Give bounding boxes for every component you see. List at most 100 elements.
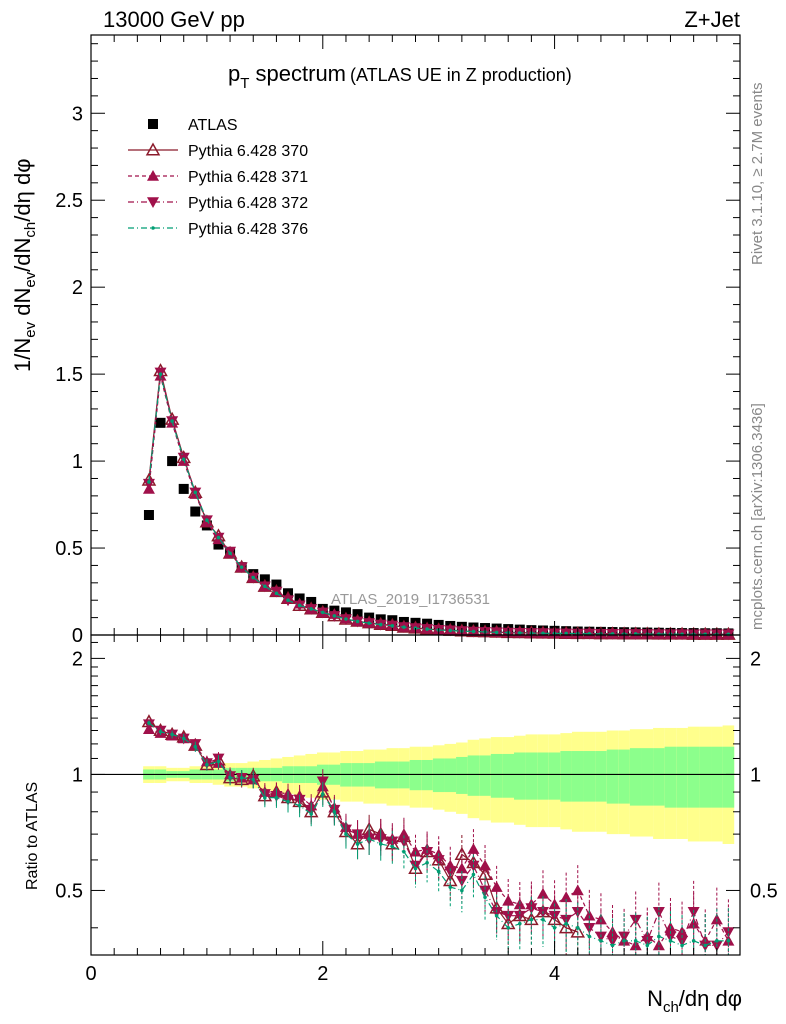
band-inner-bin <box>548 752 561 800</box>
legend-label: Pythia 6.428 376 <box>188 221 308 238</box>
ratio-ytick-label: 2 <box>72 648 83 670</box>
data-point-main <box>344 617 348 621</box>
main-ytick-label: 2 <box>72 277 83 299</box>
band-inner-bin <box>653 748 665 806</box>
series-line-ratio <box>148 722 729 947</box>
data-point-ratio <box>286 799 290 804</box>
main-ytick-label: 0 <box>72 625 83 647</box>
data-point-ratio <box>490 881 503 892</box>
data-point-ratio <box>483 895 487 900</box>
data-point-ratio <box>147 721 151 725</box>
data-point-ratio <box>594 913 607 925</box>
data-point-ratio <box>251 777 256 782</box>
data-point-ratio <box>309 812 313 816</box>
data-point-main <box>155 417 166 428</box>
data-point-ratio <box>413 866 418 871</box>
data-point-ratio <box>506 925 511 930</box>
data-point-ratio <box>436 869 441 874</box>
data-point-main <box>402 625 406 629</box>
band-inner-bin <box>571 751 584 802</box>
band-inner-bin <box>537 752 549 800</box>
data-point-ratio <box>263 795 267 800</box>
data-point-main <box>142 478 155 490</box>
data-point-main <box>494 630 499 635</box>
data-point-ratio <box>181 736 186 741</box>
data-point-main <box>263 584 267 589</box>
data-point-main <box>518 631 522 635</box>
band-inner-bin <box>629 748 642 806</box>
data-point-ratio <box>397 828 410 839</box>
legend-label: Pythia 6.428 370 <box>188 143 308 160</box>
band-inner-bin <box>618 749 630 804</box>
data-point-main <box>274 591 279 596</box>
data-point-ratio <box>479 885 492 897</box>
data-point-ratio <box>722 927 735 939</box>
title-rest: spectrum <box>249 61 346 86</box>
data-point-ratio <box>703 943 708 948</box>
legend-marker <box>147 197 159 208</box>
band-inner-bin <box>595 751 607 802</box>
y-axis-label-main: 1/Nev dNev/dNch/dη dφ <box>10 159 39 372</box>
plot-title: pT spectrum (ATLAS UE in Z production) <box>228 61 572 92</box>
xtick-label: 4 <box>549 963 560 985</box>
data-point-ratio <box>378 842 383 846</box>
legend: ATLAS Pythia 6.428 370 Pythia 6.428 371 Pyt… <box>128 117 308 238</box>
legend-marker <box>148 119 158 129</box>
data-point-ratio <box>367 837 371 841</box>
data-point-ratio <box>409 860 422 872</box>
data-point-ratio <box>571 884 584 896</box>
data-point-ratio <box>239 776 244 780</box>
data-point-ratio <box>726 939 731 943</box>
legend-label: Pythia 6.428 372 <box>188 195 308 212</box>
data-point-main <box>286 598 290 603</box>
data-point-main <box>158 372 163 376</box>
band-inner-bin <box>514 752 526 800</box>
main-ytick-label: 3 <box>72 103 83 125</box>
band-inner-bin <box>687 746 700 808</box>
data-point-ratio <box>355 842 360 846</box>
band-inner-bin <box>490 753 503 798</box>
data-point-ratio <box>216 759 221 764</box>
data-point-ratio <box>622 939 626 943</box>
data-point-ratio <box>552 925 557 930</box>
data-point-main <box>181 457 186 462</box>
data-point-ratio <box>587 934 592 939</box>
ratio-ytick-label-right: 0.5 <box>750 880 778 902</box>
xtick-label: 0 <box>85 963 96 985</box>
data-point-ratio <box>641 936 654 947</box>
main-ytick-label: 1.5 <box>55 364 83 386</box>
data-point-ratio <box>170 732 174 737</box>
legend-marker <box>145 142 161 156</box>
data-point-main <box>332 614 337 618</box>
data-point-ratio <box>158 729 163 734</box>
data-point-ratio <box>680 943 684 948</box>
ratio-uncertainty-bands <box>143 725 735 844</box>
data-point-ratio <box>228 776 232 780</box>
ratio-ytick-label: 0.5 <box>55 880 83 902</box>
legend-marker <box>151 226 155 230</box>
data-point-main <box>448 628 453 633</box>
band-inner-bin <box>606 749 619 804</box>
axis-ticks: 00.511.522.530.5 0.51 12 20 2 4 <box>55 35 778 985</box>
band-inner-bin <box>444 758 457 793</box>
data-point-main <box>216 535 221 540</box>
data-point-main <box>541 631 545 636</box>
band-inner-bin <box>479 755 491 796</box>
band-inner-bin <box>502 753 515 798</box>
band-inner-bin <box>722 746 735 808</box>
data-point-ratio <box>575 925 580 930</box>
ratio-ytick-label-right: 2 <box>750 648 761 670</box>
xtick-label: 2 <box>317 963 328 985</box>
band-inner-bin <box>421 759 433 791</box>
data-point-main <box>167 456 178 467</box>
data-point-ratio <box>618 931 631 943</box>
band-inner-bin <box>641 748 654 806</box>
data-point-main <box>367 621 371 625</box>
data-point-main <box>213 539 224 550</box>
ratio-ytick-label: 1 <box>72 764 83 786</box>
band-inner-bin <box>664 746 677 808</box>
data-point-ratio <box>332 809 337 814</box>
data-point-ratio <box>297 803 302 808</box>
energy-label: 13000 GeV pp <box>103 7 245 32</box>
